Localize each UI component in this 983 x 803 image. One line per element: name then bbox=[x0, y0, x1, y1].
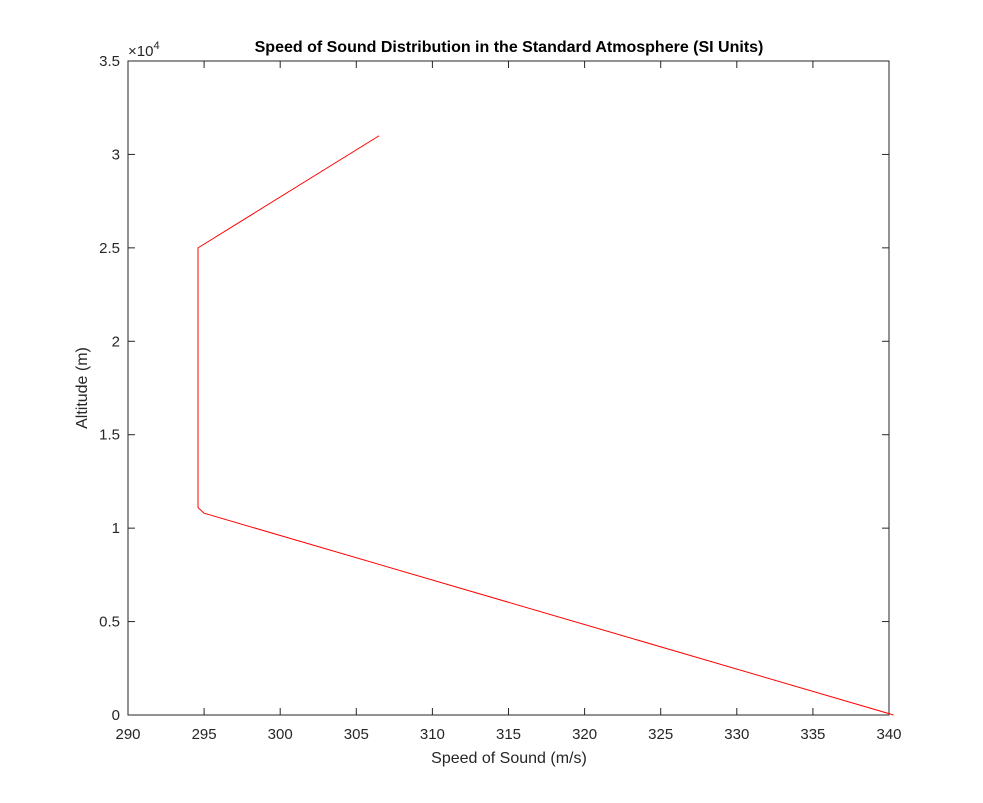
x-tick-label: 335 bbox=[800, 726, 825, 743]
y-tick-label: 0 bbox=[112, 707, 120, 724]
x-tick-label: 295 bbox=[192, 726, 217, 743]
x-tick-label: 305 bbox=[344, 726, 369, 743]
x-axis-label: Speed of Sound (m/s) bbox=[431, 750, 587, 767]
series-line-0 bbox=[197, 135, 894, 716]
y-multiplier-base: ×10 bbox=[128, 43, 153, 60]
x-tick-label: 330 bbox=[724, 726, 749, 743]
x-tick-label: 315 bbox=[496, 726, 521, 743]
plot-area bbox=[127, 60, 890, 716]
y-axis-multiplier: ×104 bbox=[128, 40, 160, 60]
x-tick-label: 320 bbox=[572, 726, 597, 743]
chart-title: Speed of Sound Distribution in the Stand… bbox=[255, 39, 764, 56]
x-tick-label: 300 bbox=[268, 726, 293, 743]
y-tick-label: 2 bbox=[112, 333, 120, 350]
y-tick-label: 3 bbox=[112, 146, 120, 163]
x-tick-label: 340 bbox=[876, 726, 901, 743]
y-axis-label: Altitude (m) bbox=[74, 347, 91, 429]
x-tick-label: 310 bbox=[420, 726, 445, 743]
series-group bbox=[197, 135, 894, 716]
y-multiplier-exponent: 4 bbox=[153, 40, 159, 52]
y-tick-label: 3.5 bbox=[99, 53, 120, 70]
x-tick-label: 290 bbox=[115, 726, 140, 743]
x-tick-label: 325 bbox=[648, 726, 673, 743]
y-tick-label: 1 bbox=[112, 520, 120, 537]
y-tick-label: 1.5 bbox=[99, 427, 120, 444]
ticks-group: 290 295 300 305 310 315 320 325 330 335 340 0 0.5 1 1.… bbox=[99, 53, 901, 743]
y-tick-label: 0.5 bbox=[99, 614, 120, 631]
y-tick-label: 2.5 bbox=[99, 240, 120, 257]
